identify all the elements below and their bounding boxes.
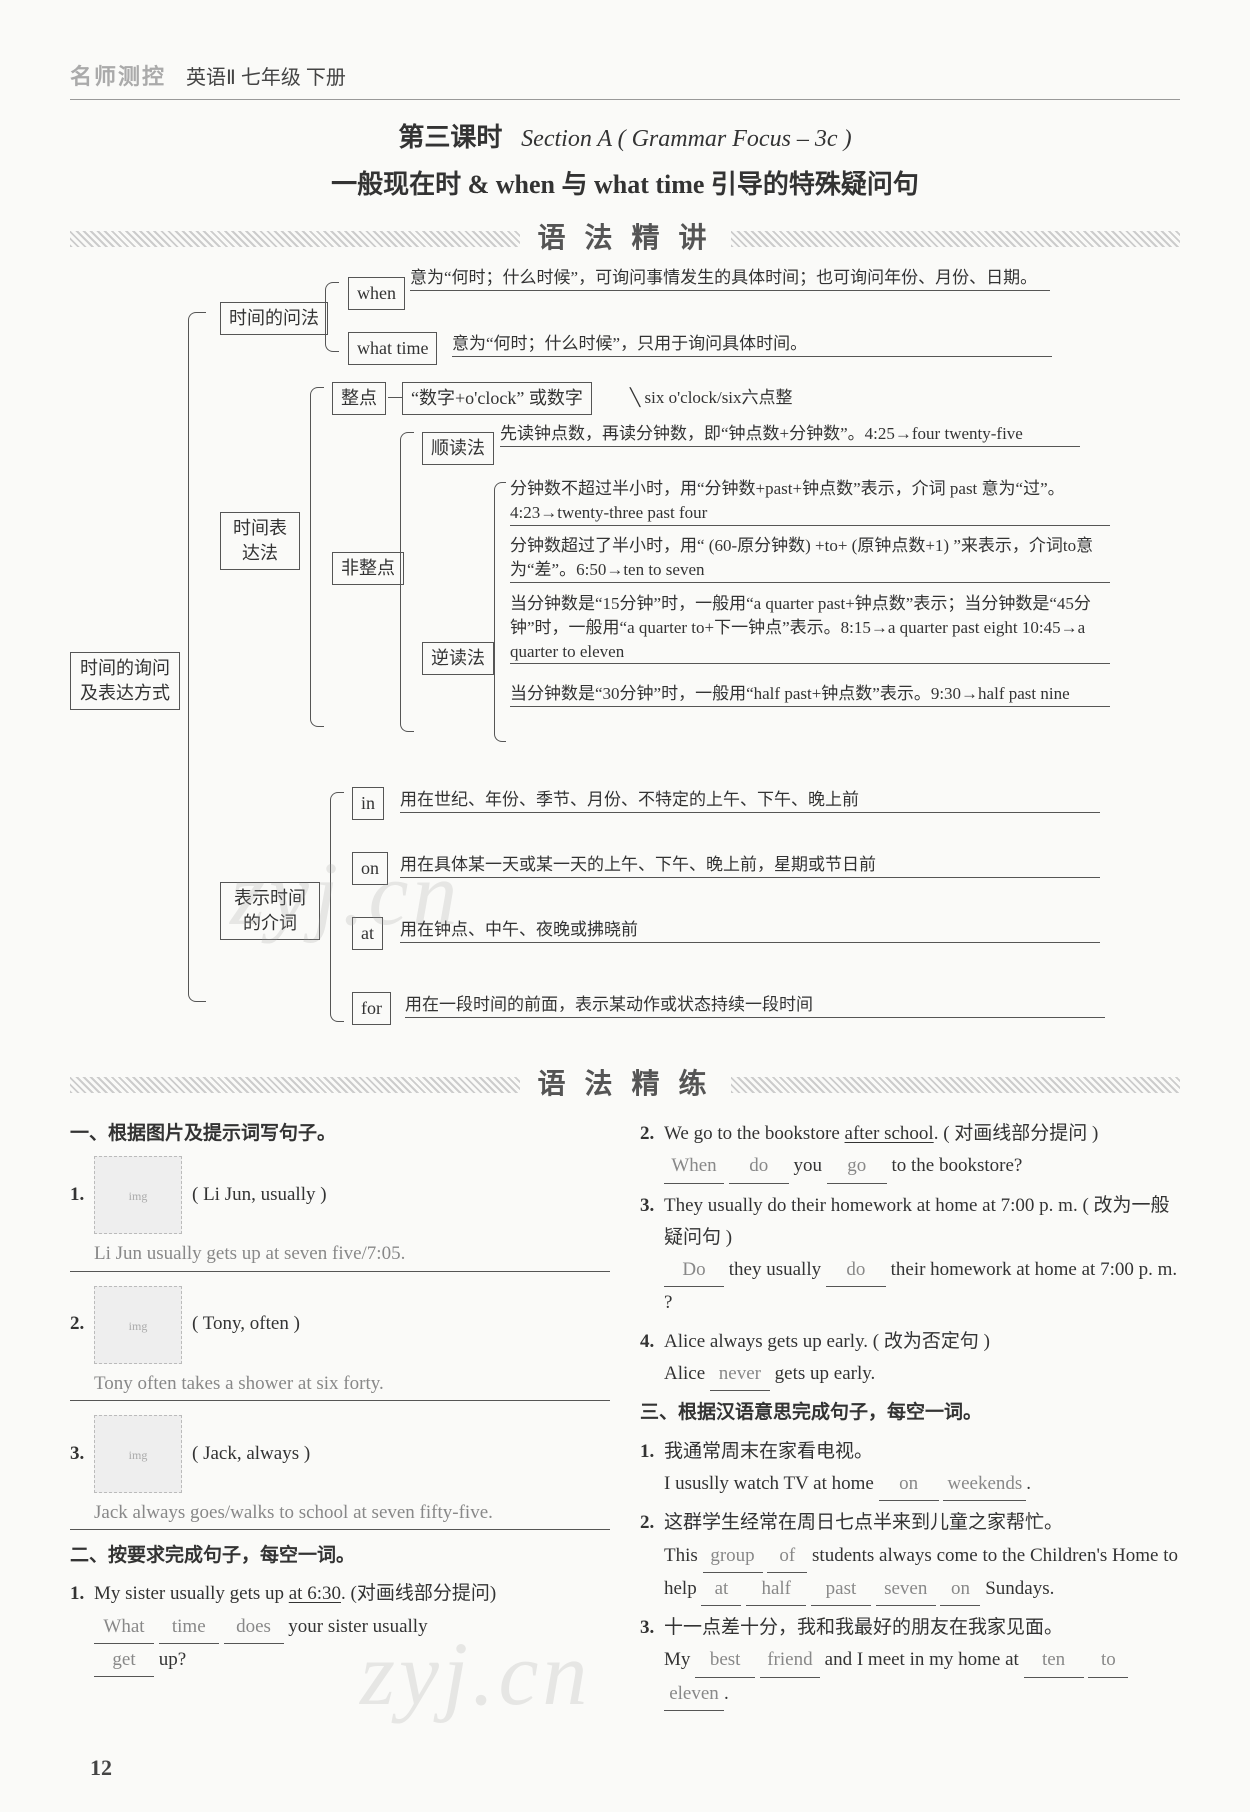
stripe [731,231,1181,247]
bracket [188,312,206,1002]
in-box: in [352,787,384,820]
q2: 2. img ( Tony, often ) [70,1286,610,1364]
hour-desc-box: “数字+o'clock” 或数字 [402,382,592,415]
exercises: 一、根据图片及提示词写句子。 1. img ( Li Jun, usually … [70,1118,1180,1717]
hint: ( Jack, always ) [192,1438,310,1470]
brand: 名师测控 [70,60,166,93]
q3: 3. img ( Jack, always ) [70,1415,610,1493]
qbody: 我通常周末在家看电视。 I ususlly watch TV at home o… [664,1436,1180,1502]
qnum: 4. [640,1326,664,1392]
connector [388,397,402,398]
qbody: 这群学生经常在周日七点半来到儿童之家帮忙。 This group of stud… [664,1507,1180,1606]
when-box: when [348,277,405,310]
on-box: on [352,852,388,885]
qnum: 2. [640,1118,664,1184]
whattime-desc: 意为“何时；什么时候”，只用于询问具体时间。 [452,332,1052,357]
at-desc: 用在钟点、中午、夜晚或拂晓前 [400,918,1100,943]
in-desc: 用在世纪、年份、季节、月份、不特定的上午、下午、晚上前 [400,788,1100,813]
back-r1: 分钟数不超过半小时，用“分钟数+past+钟点数”表示，介词 past 意为“过… [510,477,1110,526]
page-header: 名师测控 英语Ⅱ 七年级 下册 [70,60,1180,100]
back-r3: 当分钟数是“15分钟”时，一般用“a quarter past+钟点数”表示；当… [510,592,1110,664]
at-box: at [352,917,383,950]
q2-ans: Tony often takes a shower at six forty. [70,1368,610,1401]
bracket [310,387,324,727]
banner-lecture: 语 法 精 讲 [70,218,1180,260]
q3-ans: Jack always goes/walks to school at seve… [70,1497,610,1530]
for-desc: 用在一段时间的前面，表示某动作或状态持续一段时间 [405,993,1105,1018]
sec2-hdr: 二、按要求完成句子，每空一词。 [70,1540,610,1572]
pic-icon: img [94,1286,182,1364]
q2-4: 4. Alice always gets up early. ( 改为否定句 )… [640,1326,1180,1392]
root-box: 时间的询问及表达方式 [70,652,180,710]
hint: ( Li Jun, usually ) [192,1179,327,1211]
qnum: 3. [70,1438,94,1470]
q1-ans: Li Jun usually gets up at seven five/7:0… [70,1238,610,1271]
q2-1: 1. My sister usually gets up at 6:30. (对… [70,1578,610,1677]
q2-2: 2. We go to the bookstore after school. … [640,1118,1180,1184]
q1: 1. img ( Li Jun, usually ) [70,1156,610,1234]
on-desc: 用在具体某一天或某一天的上午、下午、晚上前，星期或节日前 [400,853,1100,878]
prep-box: 表示时间的介词 [220,882,320,940]
q3-3: 3. 十一点差十分，我和我最好的朋友在我家见面。 My best friend … [640,1612,1180,1711]
forward-desc: 先读钟点数，再读分钟数，即“钟点数+分钟数”。4:25→four twenty-… [500,422,1080,447]
sec3-hdr: 三、根据汉语意思完成句子，每空一词。 [640,1397,1180,1429]
subtitle: 一般现在时 & when 与 what time 引导的特殊疑问句 [70,165,1180,204]
when-desc: 意为“何时；什么时候”，可询问事情发生的具体时间；也可询问年份、月份、日期。 [410,266,1050,291]
bracket [400,432,414,732]
qbody: They usually do their homework at home a… [664,1190,1180,1320]
qnum: 1. [70,1179,94,1211]
lesson-cn: 第三课时 [398,123,502,152]
back-r4: 当分钟数是“30分钟”时，一般用“half past+钟点数”表示。9:30→h… [510,682,1110,707]
express-box: 时间表达法 [220,512,300,570]
whattime-box: what time [348,332,437,365]
back-r2: 分钟数超过了半小时，用“ (60-原分钟数) +to+ (原钟点数+1) ”来表… [510,534,1110,583]
col-left: 一、根据图片及提示词写句子。 1. img ( Li Jun, usually … [70,1118,610,1717]
stripe [70,231,520,247]
backward-box: 逆读法 [422,642,494,675]
qbody: Alice always gets up early. ( 改为否定句 ) Al… [664,1326,1180,1392]
banner-practice: 语 法 精 练 [70,1064,1180,1106]
pic-icon: img [94,1415,182,1493]
stripe [70,1077,520,1093]
bracket [330,792,344,1022]
bracket [494,482,506,742]
qnum: 3. [640,1612,664,1711]
qnum: 1. [640,1436,664,1502]
qnum: 3. [640,1190,664,1320]
qnum: 2. [70,1308,94,1340]
lesson-title: 第三课时 Section A ( Grammar Focus – 3c ) [70,118,1180,157]
hour-example: ╲ six o'clock/six六点整 [630,386,793,410]
banner-title: 语 法 精 讲 [520,218,731,260]
pic-icon: img [94,1156,182,1234]
nonhour-box: 非整点 [332,552,404,585]
grammar-diagram: 时间的询问及表达方式 时间的问法 when 意为“何时；什么时候”，可询问事情发… [70,272,1180,1052]
forward-box: 顺读法 [422,432,494,465]
lesson-en: Section A ( Grammar Focus – 3c ) [521,126,851,152]
stripe [731,1077,1181,1093]
q3-2: 2. 这群学生经常在周日七点半来到儿童之家帮忙。 This group of s… [640,1507,1180,1606]
qbody: 十一点差十分，我和我最好的朋友在我家见面。 My best friend and… [664,1612,1180,1711]
qbody: My sister usually gets up at 6:30. (对画线部… [94,1578,610,1677]
qnum: 2. [640,1507,664,1606]
qbody: We go to the bookstore after school. ( 对… [664,1118,1180,1184]
bracket [325,282,339,352]
subject: 英语Ⅱ 七年级 下册 [186,63,346,93]
hint: ( Tony, often ) [192,1308,300,1340]
q3-1: 1. 我通常周末在家看电视。 I ususlly watch TV at hom… [640,1436,1180,1502]
hour-box: 整点 [332,382,386,415]
q2-3: 3. They usually do their homework at hom… [640,1190,1180,1320]
for-box: for [352,992,391,1025]
page-number: 12 [90,1751,112,1784]
qnum: 1. [70,1578,94,1677]
ask-box: 时间的问法 [220,302,328,335]
sec1-hdr: 一、根据图片及提示词写句子。 [70,1118,610,1150]
col-right: 2. We go to the bookstore after school. … [640,1118,1180,1717]
banner-title: 语 法 精 练 [520,1064,731,1106]
